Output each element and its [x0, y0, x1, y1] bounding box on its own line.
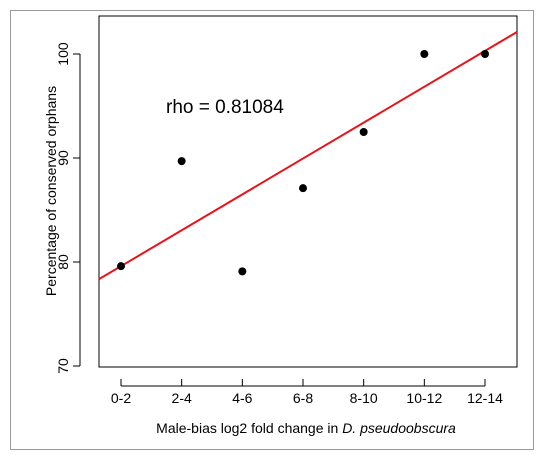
- chart-frame: [10, 10, 534, 450]
- x-tick-label: 0-2: [111, 390, 131, 406]
- y-axis: 70 80 90 100: [55, 42, 81, 374]
- y-tick-label: 80: [55, 254, 71, 270]
- data-point: [177, 157, 186, 166]
- data-point: [420, 50, 429, 58]
- x-tick-label: 4-6: [232, 390, 252, 406]
- data-point: [238, 267, 247, 276]
- data-point: [481, 50, 489, 58]
- data-point: [117, 262, 125, 271]
- y-tick-label: 100: [55, 42, 71, 66]
- x-axis-title-species: D. pseudoobscura: [342, 420, 456, 436]
- y-tick-label: 90: [55, 150, 71, 166]
- y-axis-title: Percentage of conserved orphans: [43, 86, 59, 296]
- rho-annotation: rho = 0.81084: [166, 97, 284, 118]
- x-tick-label: 8-10: [350, 390, 378, 406]
- x-axis-title-prefix: Male-bias log2 fold change in: [156, 420, 342, 436]
- data-point: [359, 128, 368, 136]
- x-tick-label: 2-4: [172, 390, 192, 406]
- y-tick-label: 70: [55, 358, 71, 374]
- x-tick-label: 12-14: [467, 390, 503, 406]
- plot-area: [98, 15, 518, 368]
- x-tick-label: 10-12: [406, 390, 442, 406]
- x-axis: 0-2 2-4 4-6 6-8 8-10 10-12 12-14: [111, 379, 503, 406]
- x-tick-label: 6-8: [293, 390, 313, 406]
- data-point: [299, 184, 307, 193]
- trend-line: [98, 31, 518, 281]
- x-axis-title: Male-bias log2 fold change in D. pseudoo…: [156, 420, 456, 436]
- data-points: [117, 50, 489, 276]
